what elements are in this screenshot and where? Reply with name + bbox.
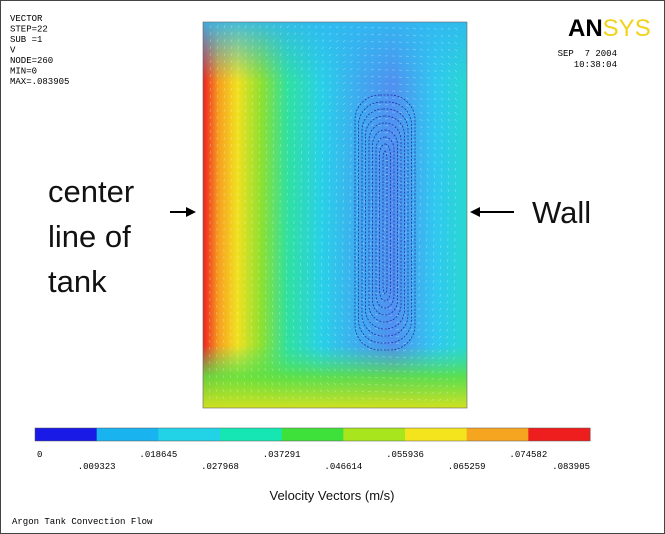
field-top (203, 22, 467, 82)
color-bar-label: .065259 (448, 462, 486, 472)
annotation-line: tank (48, 264, 107, 299)
footer: Argon Tank Convection Flow (12, 517, 153, 527)
color-bar-segment (528, 428, 590, 441)
color-bar-segment (405, 428, 467, 441)
color-bar-segment (467, 428, 529, 441)
color-bar-label: .018645 (139, 450, 177, 460)
vector-field (203, 22, 467, 408)
date: SEP 7 2004 (558, 49, 617, 59)
info-line: STEP=22 (10, 25, 48, 35)
logo: ANSYS (568, 15, 651, 42)
color-bar-label: .027968 (201, 462, 239, 472)
color-bar-label: .083905 (552, 462, 590, 472)
screenshot: VECTORSTEP=22SUB =1VNODE=260MIN=0MAX=.08… (0, 0, 665, 534)
color-bar-label: .074582 (509, 450, 547, 460)
info-line: VECTOR (10, 14, 43, 24)
color-bar-label: .009323 (78, 462, 116, 472)
color-bar-segment (158, 428, 220, 441)
time: 10:38:04 (574, 60, 617, 70)
annotation-wall: Wall (532, 195, 591, 230)
color-bar-segment (97, 428, 159, 441)
color-bar-segment (343, 428, 405, 441)
color-bar-label: .055936 (386, 450, 424, 460)
logo-dark: ANSYS (568, 15, 651, 42)
info-line: V (10, 46, 16, 56)
info-line: NODE=260 (10, 56, 53, 66)
color-bar-label: .046614 (324, 462, 362, 472)
logo-dark-text: AN (568, 15, 603, 42)
annotation-line: line of (48, 219, 131, 254)
annotation-line: center (48, 174, 134, 209)
color-bar (35, 428, 591, 441)
color-bar-segment (282, 428, 344, 441)
color-bar-segment (220, 428, 282, 441)
logo-light-text: SYS (603, 15, 651, 42)
color-bar-label: .037291 (263, 450, 301, 460)
info-line: MIN=0 (10, 67, 37, 77)
info-line: MAX=.083905 (10, 77, 69, 87)
color-bar-label: 0 (37, 450, 42, 460)
color-bar-title: Velocity Vectors (m/s) (270, 488, 395, 503)
info-line: SUB =1 (10, 35, 42, 45)
color-bar-segment (35, 428, 97, 441)
